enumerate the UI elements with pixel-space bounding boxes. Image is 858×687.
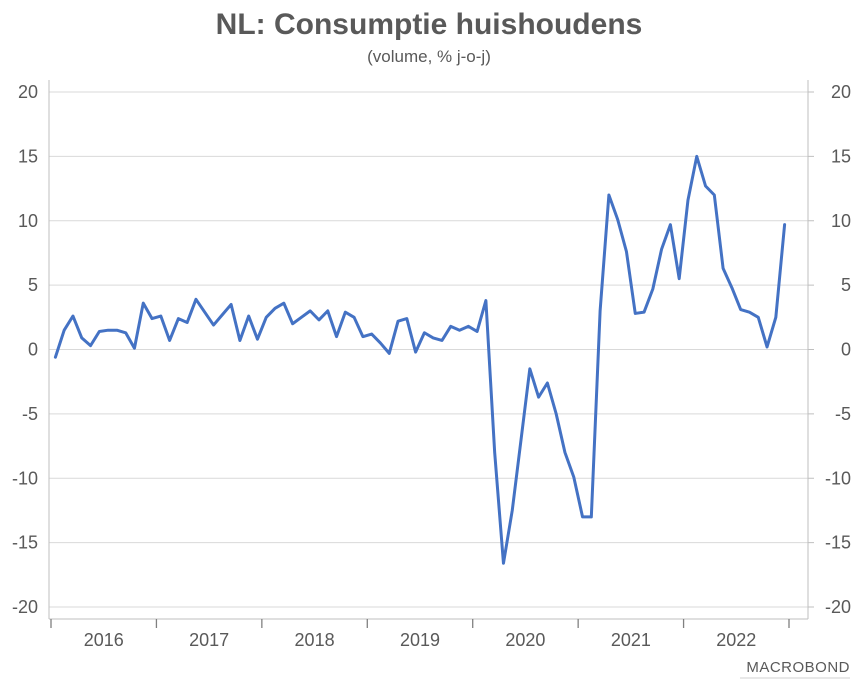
y-tick-label-left: 5 bbox=[28, 275, 38, 295]
y-tick-label-left: -5 bbox=[22, 404, 38, 424]
y-tick-label-right: 5 bbox=[841, 275, 851, 295]
y-tick-label-right: 15 bbox=[831, 146, 851, 166]
x-tick-label: 2021 bbox=[611, 630, 651, 650]
x-tick-label: 2018 bbox=[295, 630, 335, 650]
x-tick-label: 2020 bbox=[505, 630, 545, 650]
x-tick-label: 2019 bbox=[400, 630, 440, 650]
y-tick-label-right: -15 bbox=[825, 533, 851, 553]
y-tick-label-right: -20 bbox=[825, 597, 851, 617]
y-tick-label-left: -15 bbox=[12, 533, 38, 553]
x-tick-label: 2017 bbox=[189, 630, 229, 650]
y-tick-label-right: -5 bbox=[835, 404, 851, 424]
y-tick-label-left: 20 bbox=[18, 82, 38, 102]
gridlines bbox=[49, 91, 808, 608]
series-line bbox=[53, 154, 787, 565]
y-tick-label-left: -10 bbox=[12, 468, 38, 488]
y-tick-label-left: 10 bbox=[18, 211, 38, 231]
series-layer bbox=[53, 154, 787, 565]
x-tick-label: 2022 bbox=[716, 630, 756, 650]
y-tick-label-left: 0 bbox=[28, 340, 38, 360]
logo-text: MACROBOND bbox=[746, 659, 850, 676]
macrobond-logo: MACROBOND bbox=[740, 659, 850, 679]
y-tick-label-left: 15 bbox=[18, 146, 38, 166]
y-tick-label-right: 0 bbox=[841, 340, 851, 360]
x-tick-label: 2016 bbox=[84, 630, 124, 650]
y-tick-label-left: -20 bbox=[12, 597, 38, 617]
chart-title: NL: Consumptie huishoudens bbox=[215, 8, 643, 41]
y-tick-label-right: 10 bbox=[831, 211, 851, 231]
y-tick-label-right: 20 bbox=[831, 82, 851, 102]
chart-subtitle: (volume, % j-o-j) bbox=[367, 47, 491, 66]
y-tick-label-right: -10 bbox=[825, 468, 851, 488]
